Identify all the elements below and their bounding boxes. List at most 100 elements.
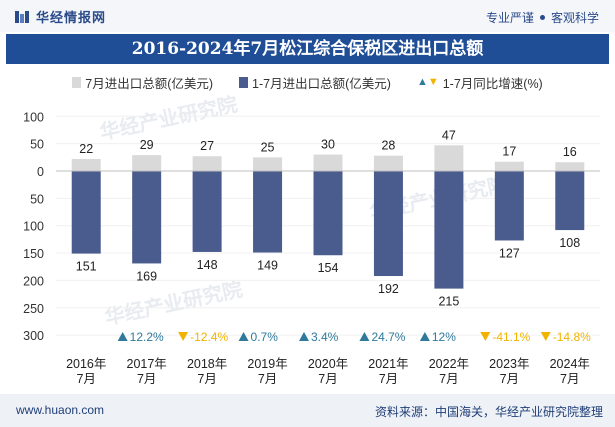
x-tick-label: 2023年 (489, 357, 529, 371)
footer-source: 资料来源：中国海关，华经产业研究院整理 (374, 405, 603, 419)
x-tick-label: 7月 (197, 372, 216, 386)
bar-monthly-label: 27 (200, 139, 214, 153)
x-tick-label: 2018年 (187, 357, 227, 371)
legend-label-monthly: 7月进出口总额(亿美元) (85, 77, 214, 91)
growth-down-icon (540, 332, 551, 341)
bar-monthly (494, 161, 524, 171)
bar-cumulative-label: 215 (438, 295, 459, 309)
bar-cumulative (494, 171, 524, 241)
bar-cumulative (253, 171, 283, 253)
bar-monthly (434, 145, 464, 171)
footer-site[interactable]: www.huaon.com (16, 403, 105, 417)
bar-cumulative-label: 169 (136, 269, 157, 283)
bar-cumulative-label: 149 (257, 259, 278, 273)
growth-label: -41.1% (492, 330, 530, 344)
bar-monthly (71, 158, 101, 171)
watermark-text: 华经产业研究院 (103, 277, 245, 330)
bar-monthly (313, 154, 343, 171)
legend-label-cumulative: 1-7月进出口总额(亿美元) (252, 77, 391, 91)
footer: www.huaon.com 资料来源：中国海关，华经产业研究院整理 (0, 394, 615, 427)
tagline-left: 专业严谨 (485, 11, 534, 25)
brand-logo-icon (15, 10, 29, 23)
growth-label: 12% (432, 330, 456, 344)
y-tick-label: 200 (23, 274, 44, 288)
bar-cumulative-label: 151 (76, 260, 97, 274)
x-tick-label: 7月 (318, 372, 337, 386)
bar-cumulative-label: 154 (318, 261, 339, 275)
bar-cumulative-label: 127 (499, 246, 520, 260)
growth-label: 0.7% (251, 330, 279, 344)
growth-up-icon (359, 332, 370, 341)
y-tick-label: 100 (23, 110, 44, 124)
x-tick-label: 2020年 (308, 357, 348, 371)
x-tick-label: 7月 (258, 372, 277, 386)
bar-monthly-label: 16 (563, 145, 577, 159)
bar-cumulative (132, 171, 162, 264)
growth-down-icon (178, 332, 189, 341)
bar-monthly-label: 30 (321, 138, 335, 152)
growth-down-icon (480, 332, 491, 341)
legend-item-growth: ▲▼ 1-7月同比增速(%) (417, 73, 543, 92)
x-tick-label: 2017年 (127, 357, 167, 371)
legend-item-monthly: 7月进出口总额(亿美元) (72, 73, 213, 92)
tagline: 专业严谨 客观科学 (486, 9, 599, 26)
x-tick-label: 2022年 (429, 357, 469, 371)
bar-cumulative (373, 171, 403, 277)
bar-monthly (253, 157, 283, 171)
growth-label: -12.4% (190, 330, 228, 344)
bar-cumulative-label: 108 (559, 236, 580, 250)
x-tick-label: 7月 (137, 372, 156, 386)
bar-monthly-label: 47 (442, 128, 456, 142)
bar-monthly-label: 29 (140, 138, 154, 152)
bar-cumulative (434, 171, 464, 289)
x-tick-label: 7月 (379, 372, 398, 386)
separator-dot (539, 15, 545, 20)
legend-swatch-cumulative (239, 77, 249, 88)
top-bar: 华经情报网 专业严谨 客观科学 (0, 0, 615, 32)
y-tick-label: 0 (37, 165, 44, 179)
brand[interactable]: 华经情报网 (14, 7, 106, 26)
x-tick-label: 2024年 (550, 357, 590, 371)
brand-name: 华经情报网 (36, 10, 107, 25)
legend-item-cumulative: 1-7月进出口总额(亿美元) (239, 73, 391, 92)
tagline-right: 客观科学 (550, 11, 599, 25)
legend-triangles-icon: ▲▼ (416, 76, 439, 88)
bar-monthly-label: 25 (261, 140, 275, 154)
growth-up-icon (299, 332, 309, 341)
bar-cumulative-label: 192 (378, 282, 399, 296)
bar-monthly (192, 156, 222, 171)
legend: 7月进出口总额(亿美元) 1-7月进出口总额(亿美元) ▲▼ 1-7月同比增速(… (0, 73, 615, 92)
bar-monthly (132, 155, 162, 171)
growth-label: 24.7% (371, 330, 405, 344)
growth-up-icon (238, 332, 249, 341)
bar-cumulative-label: 148 (197, 258, 218, 272)
x-tick-label: 2019年 (247, 357, 287, 371)
y-tick-label: 300 (23, 329, 44, 343)
y-tick-label: 50 (30, 192, 44, 206)
bar-cumulative (71, 171, 101, 254)
growth-label: -14.8% (553, 330, 591, 344)
x-tick-label: 7月 (500, 372, 519, 386)
legend-swatch-monthly (72, 77, 82, 88)
chart-title: 2016-2024年7月松江综合保税区进出口总额 (6, 34, 609, 64)
growth-up-icon (419, 332, 430, 341)
bar-monthly-label: 22 (79, 142, 93, 156)
bar-cumulative (555, 171, 585, 231)
growth-label: 3.4% (311, 330, 339, 344)
x-tick-label: 2016年 (66, 357, 106, 371)
legend-label-growth: 1-7月同比增速(%) (442, 77, 543, 91)
y-tick-label: 100 (23, 220, 44, 234)
growth-up-icon (117, 332, 128, 341)
y-tick-label: 250 (23, 302, 44, 316)
bar-cumulative (313, 171, 343, 256)
x-tick-label: 2021年 (368, 357, 408, 371)
bar-monthly-label: 17 (502, 145, 516, 159)
bar-monthly (373, 155, 403, 171)
x-tick-label: 7月 (439, 372, 458, 386)
watermark-text: 华经产业研究院 (98, 92, 240, 145)
y-tick-label: 150 (23, 247, 44, 261)
growth-label: 12.2% (130, 330, 164, 344)
bar-monthly-label: 28 (381, 139, 395, 153)
bar-cumulative (192, 171, 222, 252)
